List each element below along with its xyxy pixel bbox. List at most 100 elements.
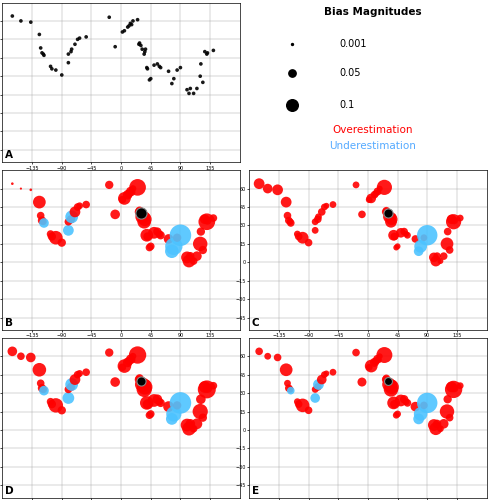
- Point: [74, 36, 81, 44]
- Point: [286, 219, 294, 227]
- Point: [64, 394, 72, 402]
- Point: [46, 62, 54, 70]
- Point: [82, 368, 90, 376]
- Point: [304, 238, 312, 246]
- Point: [68, 213, 76, 221]
- Point: [138, 213, 146, 221]
- Text: E: E: [251, 486, 259, 496]
- Point: [351, 181, 359, 189]
- Point: [382, 206, 389, 214]
- Point: [383, 209, 391, 217]
- Point: [197, 60, 204, 68]
- Point: [419, 234, 427, 241]
- Point: [167, 415, 175, 423]
- Point: [145, 244, 153, 252]
- Point: [285, 216, 292, 224]
- Point: [183, 254, 190, 262]
- Point: [196, 408, 203, 416]
- Point: [209, 46, 217, 54]
- Point: [58, 71, 65, 79]
- Point: [416, 410, 424, 418]
- Point: [140, 386, 148, 394]
- Point: [410, 402, 418, 410]
- Point: [203, 386, 210, 394]
- Point: [287, 100, 295, 108]
- Point: [365, 196, 372, 203]
- Point: [40, 386, 47, 394]
- Point: [197, 228, 204, 235]
- Point: [135, 374, 143, 382]
- Point: [201, 216, 208, 224]
- Point: [35, 198, 43, 206]
- Point: [273, 186, 281, 194]
- Point: [203, 216, 211, 224]
- Point: [68, 45, 76, 53]
- Point: [383, 377, 391, 385]
- Point: [153, 60, 161, 68]
- Point: [384, 380, 392, 388]
- Point: [273, 354, 281, 362]
- Point: [285, 384, 292, 392]
- Point: [366, 194, 374, 202]
- Point: [294, 400, 302, 408]
- Point: [391, 411, 399, 419]
- Point: [142, 232, 150, 239]
- Point: [155, 62, 163, 70]
- Point: [196, 240, 203, 248]
- Point: [8, 180, 16, 188]
- Point: [304, 406, 312, 414]
- Point: [153, 228, 161, 235]
- Point: [402, 230, 409, 238]
- Point: [105, 181, 113, 189]
- Point: [176, 399, 184, 407]
- Point: [189, 257, 197, 265]
- Point: [387, 380, 395, 388]
- Point: [414, 415, 422, 423]
- Point: [199, 414, 206, 422]
- Point: [48, 65, 56, 73]
- Point: [125, 190, 133, 198]
- Point: [46, 398, 54, 406]
- Point: [169, 410, 177, 418]
- Point: [414, 247, 422, 255]
- Text: 0.1: 0.1: [339, 100, 354, 110]
- Point: [282, 198, 289, 206]
- Point: [142, 399, 150, 407]
- Point: [370, 358, 378, 366]
- Point: [143, 65, 151, 73]
- Point: [436, 257, 444, 265]
- Point: [35, 30, 43, 38]
- Point: [46, 230, 54, 238]
- Point: [141, 216, 148, 224]
- Point: [157, 399, 164, 407]
- Point: [423, 232, 430, 239]
- Point: [76, 202, 83, 210]
- Point: [27, 18, 35, 26]
- Point: [449, 216, 457, 224]
- Point: [141, 383, 148, 391]
- Point: [399, 228, 407, 235]
- Point: [76, 34, 83, 42]
- Point: [140, 50, 148, 58]
- Point: [314, 213, 322, 221]
- Point: [82, 33, 90, 41]
- Point: [184, 90, 192, 98]
- Point: [382, 374, 389, 382]
- Point: [370, 190, 378, 198]
- Point: [169, 74, 177, 82]
- Point: [183, 421, 190, 429]
- Point: [150, 61, 158, 69]
- Point: [82, 200, 90, 208]
- Point: [123, 23, 131, 31]
- Point: [143, 400, 151, 408]
- Point: [125, 22, 133, 30]
- Point: [387, 383, 395, 391]
- Point: [137, 377, 144, 385]
- Point: [429, 254, 437, 262]
- Point: [142, 213, 149, 221]
- Point: [164, 235, 172, 243]
- Point: [169, 242, 177, 250]
- Point: [201, 383, 208, 391]
- Point: [118, 364, 126, 372]
- Point: [197, 395, 204, 403]
